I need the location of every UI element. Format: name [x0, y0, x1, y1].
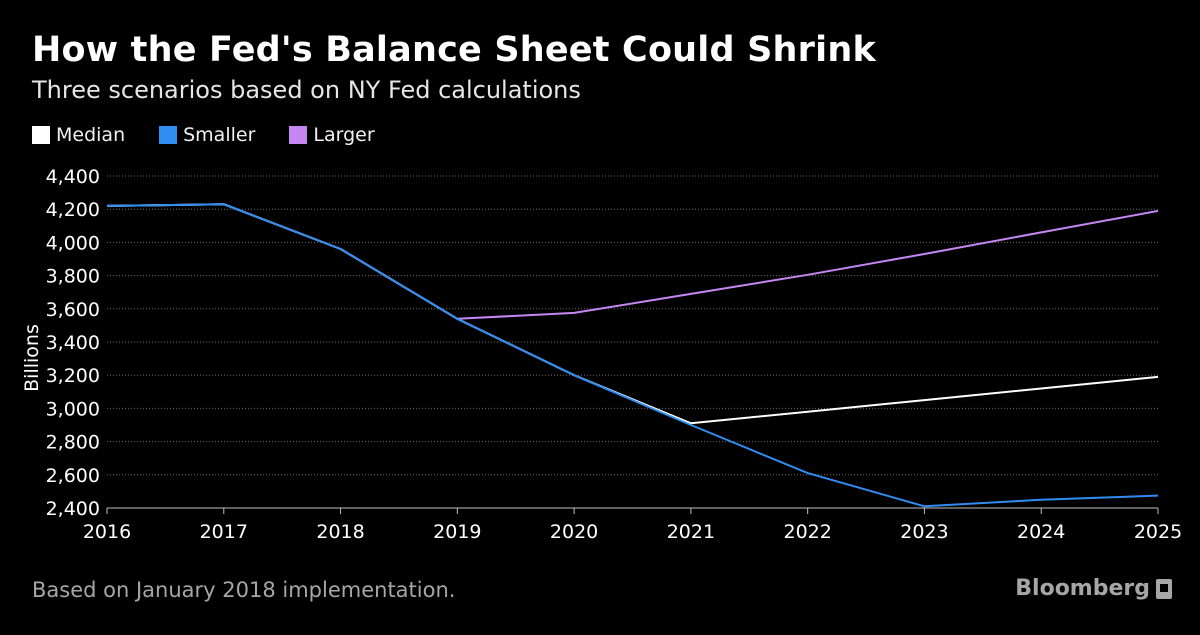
legend-item-larger: Larger [289, 124, 375, 146]
x-tick-label: 2024 [1017, 521, 1065, 543]
legend-item-median: Median [32, 124, 125, 146]
legend: Median Smaller Larger [32, 124, 375, 146]
x-tick-label: 2020 [550, 521, 598, 543]
legend-swatch-median [32, 126, 50, 144]
y-tick-label: 3,600 [46, 299, 100, 321]
legend-label-larger: Larger [313, 124, 375, 146]
series-line-median [106, 203, 1159, 425]
y-tick-label: 2,400 [46, 498, 100, 520]
y-tick-label: 3,400 [46, 332, 100, 354]
chart-subtitle: Three scenarios based on NY Fed calculat… [32, 76, 581, 104]
y-tick-label: 4,000 [46, 232, 100, 254]
x-tick-label: 2022 [783, 521, 831, 543]
bloomberg-logo-icon [1156, 578, 1172, 599]
legend-swatch-smaller [159, 126, 178, 144]
x-tick-label: 2021 [667, 521, 715, 543]
legend-label-smaller: Smaller [183, 124, 256, 146]
x-tick-label: 2017 [200, 521, 248, 543]
y-axis-label: Billions [21, 324, 43, 392]
y-tick-label: 4,200 [46, 199, 100, 221]
brand-logo: Bloomberg [1015, 576, 1172, 601]
y-tick-label: 3,800 [46, 266, 100, 288]
x-tick-label: 2025 [1134, 521, 1182, 543]
x-tick-label: 2016 [83, 521, 131, 543]
x-axis-ticks: 2016 2017 2018 2019 2020 2021 2022 2023 2024 2025 [83, 508, 1182, 543]
series-line-smaller [106, 203, 1159, 508]
x-tick-label: 2018 [316, 521, 364, 543]
legend-label-median: Median [56, 124, 126, 146]
y-axis-ticks: 2,400 2,600 2,800 3,000 3,200 3,400 3,600 3,800… [46, 166, 100, 520]
x-tick-label: 2023 [900, 521, 948, 543]
series-lines [106, 203, 1159, 508]
y-tick-label: 2,600 [46, 465, 100, 487]
x-tick-label: 2019 [433, 521, 481, 543]
chart-title: How the Fed's Balance Sheet Could Shrink [32, 30, 876, 70]
legend-swatch-larger [289, 126, 308, 144]
brand-name: Bloomberg [1015, 576, 1150, 601]
legend-item-smaller: Smaller [159, 124, 255, 146]
y-tick-label: 3,200 [46, 365, 100, 387]
y-tick-label: 2,800 [46, 432, 100, 454]
grid-lines [107, 175, 1158, 476]
footnote: Based on January 2018 implementation. [32, 578, 456, 602]
y-tick-label: 3,000 [46, 398, 100, 420]
y-tick-label: 4,400 [46, 166, 100, 188]
series-line-larger [106, 203, 1159, 320]
